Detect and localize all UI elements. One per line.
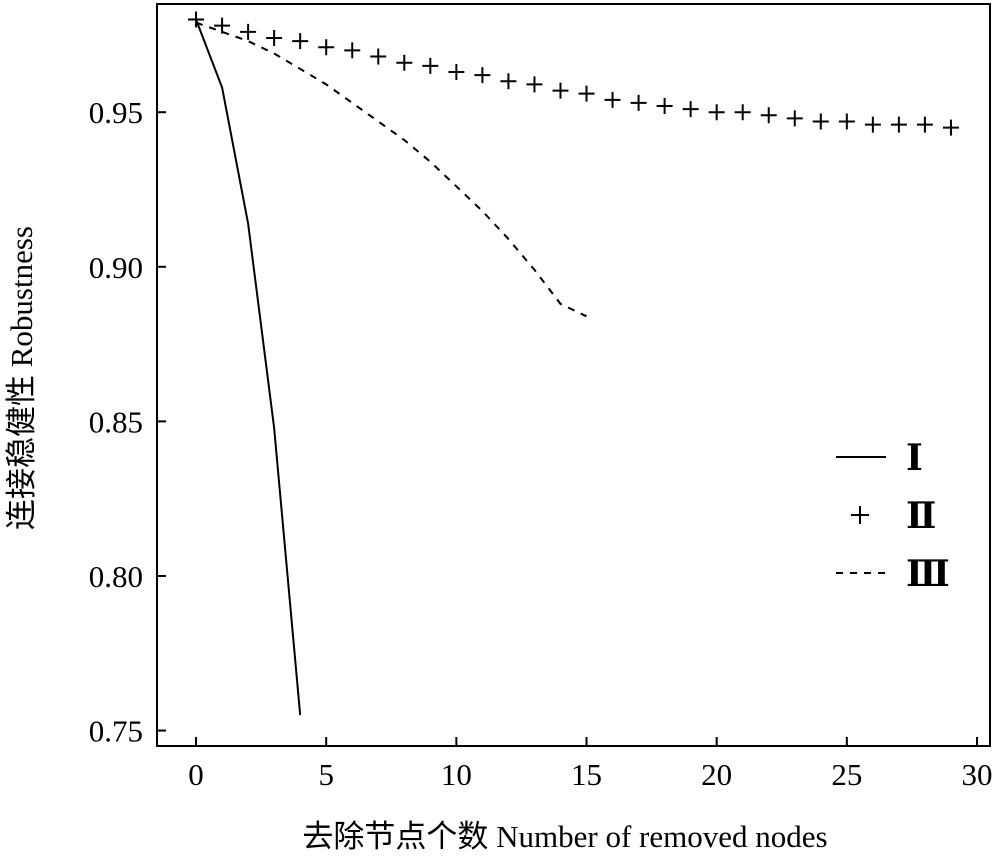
series-2-point-marker	[734, 104, 751, 121]
series-2-point-marker	[708, 104, 725, 121]
series-2-point-marker	[422, 57, 439, 74]
series-2-point-marker	[864, 116, 881, 133]
series-2-point-marker	[682, 101, 699, 118]
x-tick-label: 5	[318, 757, 334, 792]
plot-area-frame	[156, 3, 991, 747]
series-2-point-marker	[474, 67, 491, 84]
legend: Ⅰ Ⅱ Ⅲ	[836, 438, 950, 594]
series-2	[188, 11, 959, 136]
series-2-point-marker	[838, 113, 855, 130]
series-2-point-marker	[292, 33, 309, 50]
series-2-point-marker	[188, 11, 205, 28]
y-tick-label: 0.75	[89, 714, 143, 749]
legend-item-1: Ⅰ	[836, 438, 923, 478]
series-2-point-marker	[812, 113, 829, 130]
series-layer	[188, 11, 959, 716]
series-1-line	[195, 19, 302, 716]
x-tick-label: 0	[188, 757, 204, 792]
legend-label: Ⅲ	[906, 554, 950, 594]
series-2-point-marker	[240, 23, 257, 40]
x-axis-ticks: 0 5 10 15 20 25 30	[188, 737, 992, 792]
x-axis-label: 去除节点个数 Number of removed nodes	[302, 819, 827, 854]
series-3-line	[195, 21, 587, 318]
y-tick-label: 0.95	[89, 95, 143, 130]
series-1	[195, 19, 302, 716]
y-tick-label: 0.90	[89, 250, 143, 285]
series-2-point-marker	[760, 107, 777, 124]
series-2-point-marker	[552, 82, 569, 99]
x-tick-label: 25	[831, 757, 862, 792]
legend-item-2: Ⅱ	[851, 496, 936, 536]
series-2-point-marker	[578, 85, 595, 102]
series-2-point-marker	[916, 116, 933, 133]
legend-item-3: Ⅲ	[836, 554, 950, 594]
series-2-point-marker	[604, 91, 621, 108]
series-2-point-marker	[526, 76, 543, 93]
x-tick-label: 30	[961, 757, 992, 792]
series-2-point-marker	[448, 64, 465, 81]
series-2-point-marker	[786, 110, 803, 127]
series-2-point-marker	[396, 54, 413, 71]
series-2-point-marker	[370, 48, 387, 65]
series-2-point-marker	[630, 94, 647, 111]
y-axis-label: 连接稳健性 Robustness	[4, 226, 39, 530]
series-2-point-marker	[344, 42, 361, 59]
series-2-point-marker	[890, 116, 907, 133]
x-tick-label: 15	[571, 757, 602, 792]
series-2-point-marker	[318, 39, 335, 56]
series-3	[195, 21, 587, 318]
y-tick-label: 0.85	[89, 404, 143, 439]
x-tick-label: 10	[441, 757, 472, 792]
legend-plus-swatch	[851, 506, 869, 524]
series-2-point-marker	[500, 73, 517, 90]
series-2-point-marker	[942, 119, 959, 136]
legend-label: Ⅱ	[906, 496, 936, 536]
series-2-point-marker	[656, 98, 673, 115]
y-tick-label: 0.80	[89, 559, 143, 594]
y-axis-ticks: 0.75 0.80 0.85 0.90 0.95	[89, 95, 166, 749]
x-tick-label: 20	[701, 757, 732, 792]
series-2-point-marker	[266, 30, 283, 47]
legend-label: Ⅰ	[906, 438, 923, 478]
series-2-point-marker	[214, 17, 231, 34]
